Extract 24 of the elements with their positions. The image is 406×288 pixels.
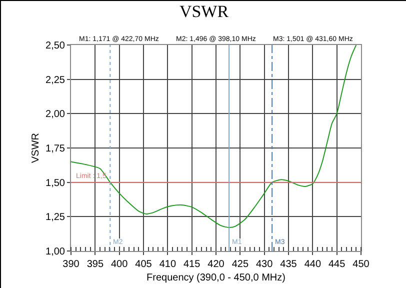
x-tick-label: 450 <box>352 259 370 270</box>
x-tick-label: 425 <box>232 259 249 270</box>
x-tick-label: 395 <box>86 259 104 270</box>
y-tick-label: 2,50 <box>46 40 66 52</box>
y-tick-label: 2,25 <box>46 74 66 86</box>
x-tick-label: 435 <box>280 259 298 270</box>
x-tick-label: 400 <box>110 259 128 270</box>
chart-title: VSWR <box>179 2 230 22</box>
x-tick-label: 410 <box>159 259 176 270</box>
x-tick-label: 430 <box>256 259 274 270</box>
y-axis-title: VSWR <box>30 133 42 163</box>
line-series <box>71 45 357 228</box>
y-tick-label: 1,50 <box>46 178 66 189</box>
x-tick-label: 420 <box>208 259 225 270</box>
y-tick-label: 1,00 <box>46 246 66 258</box>
x-axis-title: Frequency (390,0 - 450,0 MHz) <box>146 272 286 284</box>
y-tick-label: 1,75 <box>46 144 66 154</box>
x-tick-label: 445 <box>328 259 346 270</box>
x-tick-label: 390 <box>62 259 80 270</box>
x-tick-label: 405 <box>135 259 152 270</box>
x-tick-label: 440 <box>304 259 322 270</box>
y-tick-label: 1,25 <box>46 212 66 224</box>
x-tick-label: 415 <box>183 259 201 270</box>
y-tick-label: 2,00 <box>46 109 66 120</box>
